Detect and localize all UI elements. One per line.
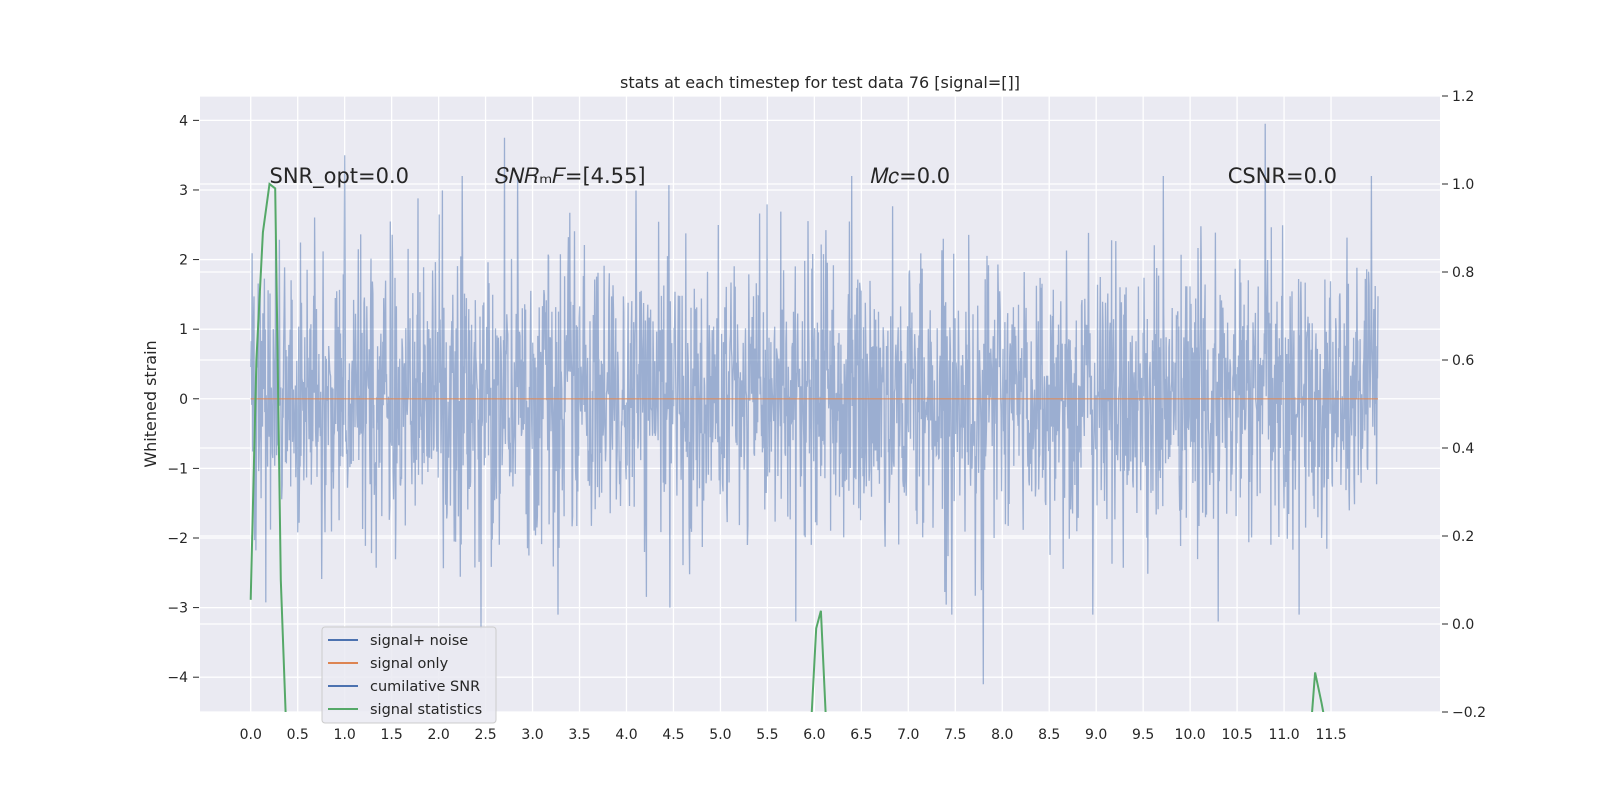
x-tick-label: 9.0 — [1085, 727, 1107, 743]
legend-box — [321, 626, 497, 724]
stat-annotation: 𝑀𝑐=0.0 — [871, 164, 950, 188]
y-axis-label: Whitened strain — [141, 340, 160, 467]
series-signal-statistics — [1311, 672, 1325, 712]
y2-tick-label: 0.8 — [1452, 265, 1474, 281]
y-tick-label: 3 — [179, 183, 188, 199]
annotations: SNR_opt=0.0 𝑆𝑁𝑅ₘ𝐹=[4.55] 𝑀𝑐=0.0 CSNR=0.0 — [270, 164, 1337, 189]
y-tick-label: 2 — [179, 253, 188, 269]
stat-annotation: CSNR=0.0 — [1228, 164, 1337, 188]
x-tick-label: 6.0 — [803, 727, 825, 743]
x-tick-label: 4.5 — [662, 727, 684, 743]
x-tick-label: 7.0 — [897, 727, 919, 743]
series-signal-statistics — [810, 610, 827, 712]
y-tick-label: −3 — [167, 601, 188, 617]
x-tick-label: 3.0 — [521, 727, 543, 743]
series-signal-plus-noise — [250, 123, 1379, 685]
x-tick-label: 9.5 — [1132, 727, 1154, 743]
x-tick-label: 5.0 — [709, 727, 731, 743]
legend-label: cumilative SNR — [370, 679, 480, 695]
series-signal-statistics — [249, 182, 287, 712]
legend[interactable]: signal+ noise signal only cumilative SNR si… — [321, 626, 497, 724]
chart-title: stats at each timestep for test data 76 … — [620, 73, 1020, 92]
x-tick-label: 7.5 — [944, 727, 966, 743]
legend-label: signal statistics — [370, 702, 482, 718]
x-tick-label: 10.0 — [1175, 727, 1206, 743]
x-tick-label: 10.5 — [1222, 727, 1253, 743]
legend-label: signal+ noise — [370, 633, 468, 649]
x-tick-label: 11.5 — [1315, 727, 1346, 743]
y-tick-label: 4 — [179, 113, 188, 129]
y2-tick-label: 1.2 — [1452, 89, 1474, 105]
y-tick-label: −1 — [167, 461, 188, 477]
x-tick-label: 2.0 — [427, 727, 449, 743]
y2-tick-label: −0.2 — [1452, 705, 1486, 721]
data-layer — [249, 123, 1379, 712]
x-tick-label: 8.0 — [991, 727, 1013, 743]
y2-tick-label: 1.0 — [1452, 177, 1474, 193]
y2-tick-label: 0.4 — [1452, 441, 1474, 457]
y-tick-label: −2 — [167, 531, 188, 547]
legend-label: signal only — [370, 656, 449, 672]
x-tick-label: 8.5 — [1038, 727, 1060, 743]
y2-tick-label: 0.2 — [1452, 529, 1474, 545]
x-tick-label: 11.0 — [1268, 727, 1299, 743]
stat-annotation: 𝑆𝑁𝑅ₘ𝐹=[4.55] — [495, 164, 646, 188]
x-tick-label: 0.5 — [287, 727, 309, 743]
x-tick-label: 1.5 — [381, 727, 403, 743]
tick-labels: 0.0 0.5 1.0 1.5 2.0 2.5 3.0 3.5 4.0 4.5 5.0 5.5 6.0 6… — [167, 89, 1486, 743]
x-tick-label: 5.5 — [756, 727, 778, 743]
x-tick-label: 0.0 — [240, 727, 262, 743]
y-tick-label: 0 — [179, 392, 188, 408]
x-tick-label: 3.5 — [568, 727, 590, 743]
x-tick-label: 2.5 — [474, 727, 496, 743]
y-tick-label: −4 — [167, 670, 188, 686]
x-tick-label: 1.0 — [334, 727, 356, 743]
y2-tick-label: 0.6 — [1452, 353, 1474, 369]
y2-tick-label: 0.0 — [1452, 617, 1474, 633]
x-tick-label: 4.0 — [615, 727, 637, 743]
y-tick-label: 1 — [179, 322, 188, 338]
stat-annotation: SNR_opt=0.0 — [270, 164, 410, 189]
x-tick-label: 6.5 — [850, 727, 872, 743]
